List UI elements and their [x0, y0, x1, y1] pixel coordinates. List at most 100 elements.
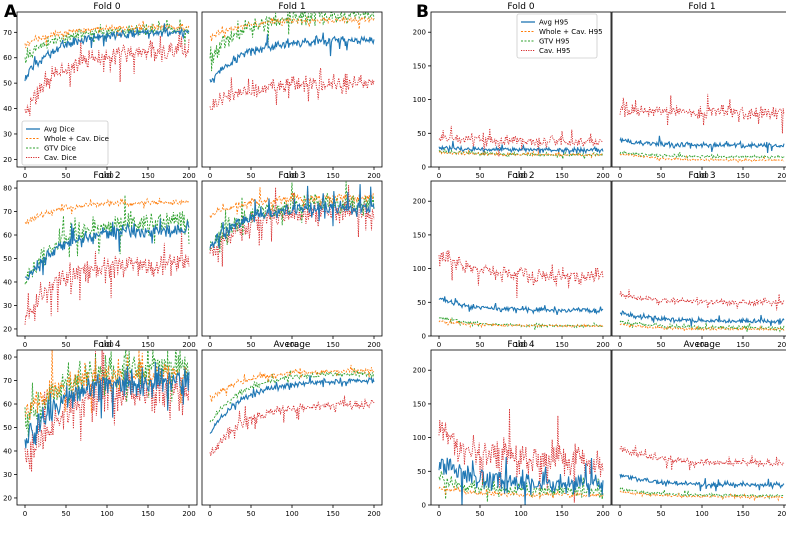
series-line-gtv [438, 315, 604, 330]
x-tick-label: 50 [476, 510, 485, 518]
x-tick-label: 100 [695, 341, 708, 349]
x-tick-label: 100 [514, 341, 527, 349]
subplot-title: Fold 3 [278, 171, 305, 181]
series-line-avg [24, 23, 190, 82]
series-line-gtv [24, 195, 190, 285]
series-line-avg [619, 135, 785, 154]
series-line-cav [438, 250, 604, 298]
subplot-title: Fold 1 [278, 2, 305, 12]
series-line-gtv [209, 181, 375, 254]
series-line-whole [209, 15, 375, 42]
series-line-cav [438, 125, 604, 157]
subplot-title: Fold 4 [93, 340, 120, 350]
subplot: Fold 1 0 50 100 150 200 [611, 2, 786, 180]
series-line-gtv [209, 368, 375, 423]
figure-label: A [4, 2, 18, 22]
plot-frame [611, 180, 786, 337]
series-line-cav [24, 27, 190, 116]
x-tick-label: 150 [736, 510, 749, 518]
x-tick-label: 200 [367, 172, 380, 180]
series-line-avg [438, 296, 604, 316]
y-tick-label: 100 [413, 265, 426, 273]
x-tick-label: 100 [514, 510, 527, 518]
figure-B: B Fold 0 0 50 100 150 200 0 50 100 150 200 Fold 1 0 50… [413, 2, 786, 518]
plot-frame [201, 180, 383, 337]
plot-frame [16, 349, 198, 506]
y-tick-label: 20 [3, 156, 12, 164]
y-tick-label: 30 [3, 130, 12, 138]
series-line-avg [619, 310, 785, 327]
x-tick-label: 50 [247, 510, 256, 518]
x-tick-label: 200 [777, 172, 786, 180]
subplot: Fold 2 0 50 100 150 200 0 50 100 150 200 [413, 171, 612, 349]
y-tick-label: 150 [413, 231, 426, 239]
x-tick-label: 50 [476, 341, 485, 349]
x-tick-label: 100 [285, 172, 298, 180]
x-tick-label: 100 [100, 172, 113, 180]
y-tick-label: 100 [413, 434, 426, 442]
legend-label: GTV Dice [44, 145, 76, 153]
y-tick-label: 60 [3, 232, 12, 240]
x-tick-label: 100 [695, 172, 708, 180]
series-line-avg [209, 184, 375, 249]
y-tick-label: 20 [3, 325, 12, 333]
series-line-whole [209, 364, 375, 402]
series-line-avg [438, 456, 604, 505]
subplot: Fold 3 0 50 100 150 200 [611, 171, 786, 349]
x-tick-label: 150 [555, 172, 568, 180]
legend-label: GTV H95 [539, 38, 570, 46]
series-line-cav [619, 289, 785, 311]
x-tick-label: 50 [247, 341, 256, 349]
series-line-cav [438, 408, 604, 503]
series-line-cav [209, 395, 375, 456]
subplot: Average 0 50 100 150 200 [611, 340, 786, 518]
subplot-title: Fold 3 [688, 171, 715, 181]
subplot: Fold 2 20 30 40 50 60 70 80 0 50 100 150 200 [3, 171, 198, 349]
y-tick-label: 80 [3, 354, 12, 362]
subplot-title: Average [274, 340, 311, 350]
x-tick-label: 200 [182, 172, 195, 180]
series-line-avg [619, 473, 785, 492]
legend-label: Whole + Cav. H95 [539, 28, 603, 36]
subplot: Average 0 50 100 150 200 [201, 340, 383, 518]
series-line-avg [24, 218, 190, 281]
series-line-whole [619, 323, 785, 332]
subplot: Fold 4 20 30 40 50 60 70 80 0 50 100 150 200 [3, 340, 198, 518]
x-tick-label: 50 [476, 172, 485, 180]
subplot-title: Fold 0 [93, 2, 120, 12]
series-line-whole [438, 149, 604, 159]
legend-label: Avg Dice [44, 126, 75, 134]
x-tick-label: 0 [618, 341, 622, 349]
y-tick-label: 80 [3, 185, 12, 193]
series-line-gtv [619, 150, 785, 160]
x-tick-label: 0 [618, 172, 622, 180]
x-tick-label: 150 [326, 341, 339, 349]
x-tick-label: 150 [141, 510, 154, 518]
figure-A: A Fold 0 20 30 40 50 60 70 0 50 100 150 200 Fold 1 0 50… [3, 2, 383, 518]
subplot: Fold 1 0 50 100 150 200 [201, 2, 383, 180]
x-tick-label: 0 [23, 341, 27, 349]
x-tick-label: 150 [141, 172, 154, 180]
y-tick-label: 70 [3, 29, 12, 37]
series-line-cav [619, 445, 785, 471]
y-tick-label: 200 [413, 198, 426, 206]
y-tick-label: 0 [422, 333, 426, 341]
series-line-whole [24, 197, 190, 226]
x-tick-label: 0 [437, 172, 441, 180]
x-tick-label: 200 [777, 341, 786, 349]
x-tick-label: 0 [23, 510, 27, 518]
x-tick-label: 50 [657, 341, 666, 349]
y-tick-label: 70 [3, 377, 12, 385]
series-line-whole [24, 20, 190, 49]
x-tick-label: 150 [326, 172, 339, 180]
x-tick-label: 50 [62, 510, 71, 518]
x-tick-label: 200 [596, 510, 609, 518]
series-line-cav [209, 67, 375, 111]
series-line-avg [438, 140, 604, 155]
legend-label: Avg H95 [539, 19, 568, 27]
y-tick-label: 0 [422, 502, 426, 510]
y-tick-label: 40 [3, 278, 12, 286]
subplot: Fold 3 0 50 100 150 200 [201, 171, 383, 349]
series-line-whole [438, 486, 604, 500]
